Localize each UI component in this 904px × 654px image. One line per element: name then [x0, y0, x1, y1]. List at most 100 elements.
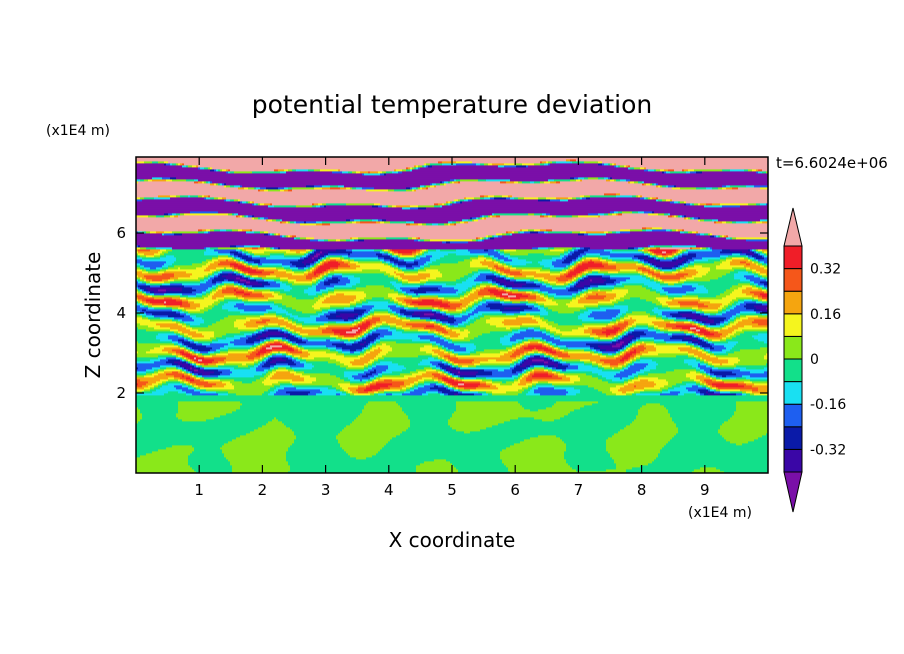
field-cell — [532, 387, 539, 390]
field-cell — [522, 285, 541, 288]
field-cell — [182, 289, 197, 292]
field-cell — [378, 375, 383, 378]
field-cell — [528, 351, 535, 354]
field-cell — [510, 297, 521, 300]
field-cell — [136, 341, 139, 344]
field-cell — [510, 279, 517, 282]
field-cell — [610, 387, 621, 390]
field-cell — [428, 279, 457, 282]
field-cell — [512, 335, 551, 338]
field-cell — [262, 291, 275, 294]
field-cell — [432, 377, 439, 380]
field-cell — [230, 373, 263, 376]
field-cell — [472, 287, 477, 290]
field-cell — [624, 361, 627, 364]
field-cell — [534, 289, 541, 292]
field-cell — [310, 265, 313, 268]
field-cell — [544, 369, 549, 372]
field-cell — [610, 363, 619, 366]
field-cell — [536, 385, 555, 388]
field-cell — [320, 289, 329, 292]
field-cell — [204, 385, 213, 388]
field-cell — [314, 269, 317, 272]
field-cell — [186, 357, 189, 360]
field-cell — [180, 297, 187, 300]
field-cell — [724, 319, 729, 322]
field-cell — [444, 385, 447, 388]
field-cell — [706, 339, 709, 342]
field-cell — [212, 361, 219, 364]
field-cell — [552, 287, 567, 290]
field-cell — [200, 305, 209, 308]
field-cell — [400, 275, 431, 278]
field-cell — [520, 327, 529, 330]
field-cell — [598, 373, 617, 376]
field-cell — [216, 289, 219, 292]
field-cell — [270, 367, 275, 370]
field-cell — [442, 347, 447, 350]
field-cell — [478, 271, 493, 274]
field-cell — [238, 365, 249, 368]
field-cell — [218, 273, 221, 276]
field-cell — [360, 317, 363, 320]
field-cell — [236, 393, 263, 396]
field-cell — [720, 427, 768, 430]
field-cell — [500, 339, 511, 342]
field-cell — [544, 359, 551, 362]
field-cell — [296, 341, 307, 344]
field-cell — [334, 287, 357, 290]
field-cell — [490, 285, 497, 288]
field-cell — [456, 429, 481, 432]
field-cell — [626, 293, 661, 296]
field-cell — [578, 283, 591, 286]
field-cell — [268, 369, 273, 372]
field-cell — [146, 287, 183, 290]
field-cell — [140, 287, 147, 290]
field-cell — [516, 371, 523, 374]
field-cell — [372, 327, 375, 330]
field-cell — [548, 311, 559, 314]
field-cell — [440, 323, 443, 326]
field-cell — [318, 275, 321, 278]
field-cell — [630, 359, 633, 362]
field-cell — [290, 261, 303, 264]
field-cell — [470, 291, 475, 294]
field-cell — [692, 335, 695, 338]
field-cell — [462, 309, 467, 312]
field-cell — [720, 321, 725, 324]
field-cell — [362, 315, 365, 318]
field-cell — [156, 389, 183, 392]
field-cell — [516, 345, 521, 348]
field-cell — [462, 303, 469, 306]
field-cell — [746, 269, 753, 272]
field-cell — [176, 387, 189, 390]
field-cell — [492, 267, 497, 270]
field-cell — [528, 385, 533, 388]
field-cell — [402, 289, 411, 292]
field-cell — [338, 383, 351, 386]
field-cell — [330, 305, 351, 308]
field-cell — [692, 323, 697, 326]
field-cell — [272, 293, 279, 296]
field-cell — [414, 305, 433, 308]
field-cell — [696, 321, 699, 324]
field-cell — [308, 267, 311, 270]
field-cell — [210, 337, 217, 340]
field-cell — [446, 311, 463, 314]
field-cell — [264, 379, 293, 382]
field-cell — [684, 359, 697, 362]
field-cell — [550, 355, 553, 358]
field-cell — [478, 275, 487, 278]
field-cell — [380, 259, 385, 262]
field-cell — [240, 275, 243, 278]
field-cell — [596, 333, 607, 336]
field-cell — [344, 335, 355, 338]
field-cell — [410, 303, 419, 306]
field-cell — [626, 393, 633, 396]
field-cell — [136, 385, 143, 388]
field-cell — [184, 371, 187, 374]
field-cell — [614, 349, 619, 352]
field-cell — [342, 351, 351, 354]
field-cell — [234, 325, 247, 328]
field-cell — [136, 307, 149, 310]
